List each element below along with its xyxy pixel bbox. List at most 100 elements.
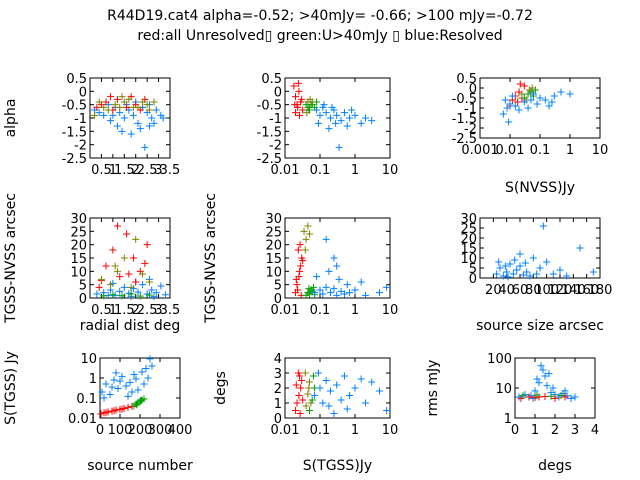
x-tick-label: 2 xyxy=(132,303,140,318)
y-tick-label: -2 xyxy=(464,122,477,137)
data-point xyxy=(123,230,131,238)
data-point xyxy=(515,106,523,114)
data-point xyxy=(319,399,327,407)
x-tick-label: 140 xyxy=(561,283,586,298)
data-point xyxy=(520,82,528,90)
data-point xyxy=(93,290,101,298)
data-point xyxy=(383,283,391,291)
data-point xyxy=(308,396,316,404)
data-point xyxy=(141,143,149,151)
data-point xyxy=(150,293,158,301)
data-point xyxy=(541,393,549,401)
x-tick-label: 120 xyxy=(548,283,573,298)
x-tick-label: 0.5 xyxy=(91,303,112,318)
data-point xyxy=(296,372,304,380)
x-tick-label: 2 xyxy=(132,163,140,178)
data-point xyxy=(320,101,328,109)
data-point xyxy=(518,90,526,98)
data-point xyxy=(383,407,391,414)
data-point xyxy=(351,384,359,392)
data-point xyxy=(120,254,128,262)
data-point xyxy=(100,394,108,402)
data-point xyxy=(313,106,321,114)
panel-size-scatter: 20406080100120140160180051015202530sourc… xyxy=(460,212,612,334)
data-point xyxy=(139,281,147,289)
data-point xyxy=(302,235,310,243)
y-tick-label: 1 xyxy=(274,397,282,412)
data-point xyxy=(309,283,317,291)
data-point xyxy=(346,392,354,399)
data-point xyxy=(145,122,153,130)
data-point xyxy=(298,377,306,384)
data-point xyxy=(346,114,354,122)
data-point xyxy=(102,262,110,270)
x-tick-label: 80 xyxy=(525,283,542,298)
data-point xyxy=(563,272,571,280)
data-point xyxy=(118,372,126,380)
data-point xyxy=(362,114,370,122)
data-point xyxy=(322,235,330,243)
data-point xyxy=(314,119,322,127)
data-point xyxy=(102,408,110,416)
x-tick-label: 0.5 xyxy=(91,163,112,178)
data-point xyxy=(136,125,144,133)
data-point xyxy=(118,405,126,413)
data-point xyxy=(297,262,305,270)
data-point xyxy=(95,98,103,106)
data-point xyxy=(100,111,108,119)
data-point xyxy=(124,403,132,411)
data-point xyxy=(124,392,132,400)
data-point xyxy=(340,290,348,298)
data-point xyxy=(295,392,303,399)
data-point xyxy=(330,285,338,293)
data-point xyxy=(527,96,535,104)
series-red xyxy=(292,369,307,417)
y-tick-label: 5 xyxy=(79,279,87,294)
data-point xyxy=(316,111,324,119)
y-tick-label: 5 xyxy=(274,279,282,294)
data-point xyxy=(533,100,541,108)
data-point xyxy=(139,98,147,106)
y-tick-label: -2 xyxy=(269,139,282,154)
x-tick-label: 0.1 xyxy=(310,423,331,438)
data-point xyxy=(299,106,307,114)
data-point xyxy=(120,283,128,291)
data-point xyxy=(296,111,304,119)
y-tick-label: -2.5 xyxy=(257,152,282,167)
y-tick-label: 0.5 xyxy=(261,72,282,87)
data-point xyxy=(111,262,119,270)
data-point xyxy=(134,288,142,296)
series-blue xyxy=(91,98,167,151)
data-point xyxy=(556,266,564,274)
data-point xyxy=(543,382,551,390)
data-point xyxy=(296,241,304,249)
data-point xyxy=(134,103,142,111)
y-axis-label: alpha xyxy=(3,99,19,138)
y-tick-label: 4 xyxy=(274,352,282,367)
data-point xyxy=(140,395,148,403)
data-point xyxy=(127,290,135,298)
data-point xyxy=(295,87,303,95)
data-point xyxy=(125,270,133,278)
data-point xyxy=(322,283,330,291)
data-point xyxy=(104,106,112,114)
y-tick-label: 25 xyxy=(460,222,477,237)
y-tick-label: 15 xyxy=(460,242,477,257)
data-point xyxy=(503,268,511,276)
data-point xyxy=(362,291,370,299)
data-point xyxy=(496,264,504,272)
data-point xyxy=(304,390,312,398)
data-point xyxy=(299,396,307,404)
data-point xyxy=(143,101,151,109)
data-point xyxy=(102,380,110,388)
x-tick-label: 2.5 xyxy=(137,303,158,318)
x-tick-label: 1.5 xyxy=(114,163,135,178)
y-axis-label: TGSS-NVSS arcsec xyxy=(3,193,19,324)
x-tick-label: 0.001 xyxy=(461,143,498,158)
x-tick-label: 3 xyxy=(154,163,162,178)
data-point xyxy=(299,257,307,265)
data-point xyxy=(576,244,584,252)
data-point xyxy=(548,98,556,106)
data-point xyxy=(335,143,343,151)
y-tick-label: 10 xyxy=(265,265,282,280)
